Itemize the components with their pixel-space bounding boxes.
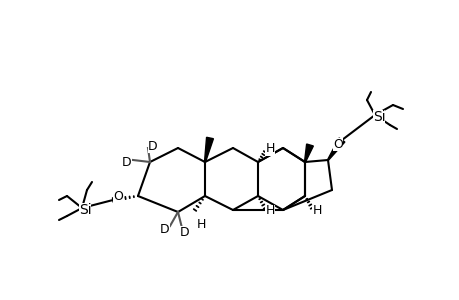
Polygon shape [204,137,213,162]
Text: Si: Si [372,110,385,124]
Text: H: H [196,218,205,232]
Text: O: O [113,190,123,202]
Text: O: O [332,137,342,151]
Polygon shape [304,144,313,162]
Text: D: D [160,224,169,236]
Text: H: H [265,205,274,218]
Text: H: H [265,142,274,155]
Text: H: H [312,205,321,218]
Text: D: D [122,155,132,169]
Text: D: D [180,226,190,239]
Text: D: D [148,140,157,152]
Text: Si: Si [78,203,91,217]
Polygon shape [327,138,344,160]
